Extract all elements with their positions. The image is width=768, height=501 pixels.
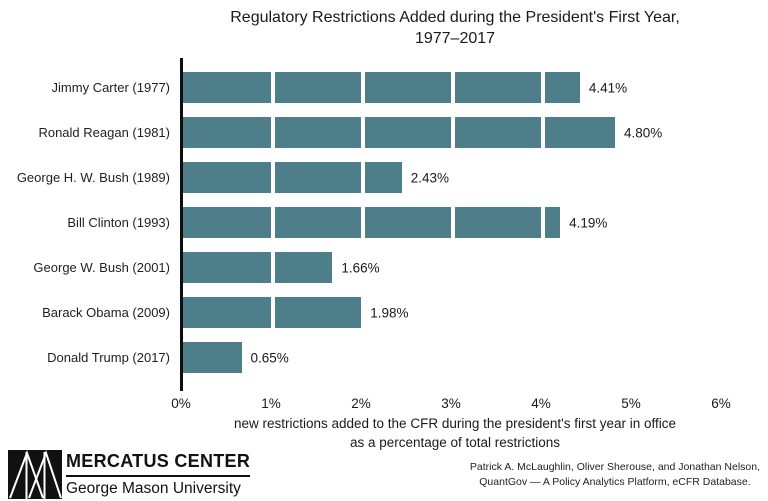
value-label: 4.41%: [588, 80, 628, 95]
category-label: Jimmy Carter (1977): [51, 80, 170, 95]
chart-row: Donald Trump (2017) 0.65%: [0, 335, 768, 380]
x-axis-caption: new restrictions added to the CFR during…: [150, 415, 760, 452]
x-tick-label: 0%: [171, 396, 191, 411]
value-label: 4.80%: [624, 125, 663, 140]
bar-segment-gap: [451, 72, 455, 103]
chart-title-line1: Regulatory Restrictions Added during the…: [230, 9, 680, 26]
x-tick-label: 5%: [621, 396, 641, 411]
category-label: George H. W. Bush (1989): [16, 170, 170, 185]
x-axis-caption-line1: new restrictions added to the CFR during…: [233, 416, 677, 431]
bar-segment-gap: [361, 72, 365, 103]
category-label: George W. Bush (2001): [33, 260, 170, 275]
bar-area: 1.66%: [183, 245, 768, 290]
x-tick-label: 4%: [531, 396, 551, 411]
bar: [183, 207, 561, 238]
bar-segment-gap: [271, 297, 275, 328]
chart-row: George W. Bush (2001) 1.66%: [0, 245, 768, 290]
bar-area: 0.65%: [183, 335, 768, 380]
value-label: 1.66%: [341, 260, 380, 275]
bar-segment-gap: [541, 207, 545, 238]
value-label: 2.43%: [410, 170, 449, 185]
footer-brand: MERCATUS CENTER George Mason University: [66, 451, 251, 498]
bar-area: 4.80%: [183, 110, 768, 155]
bar-area: 4.19%: [183, 200, 768, 245]
bar-segment-gap: [451, 117, 455, 148]
category-label: Donald Trump (2017): [47, 350, 170, 365]
bar-segment-gap: [271, 252, 275, 283]
x-axis-ticks: 0% 1% 2% 3% 4% 5% 6%: [171, 396, 731, 414]
chart-title-line2: 1977–2017: [414, 30, 496, 47]
bar: [183, 162, 402, 193]
x-tick-label: 1%: [261, 396, 281, 411]
bar: [183, 72, 580, 103]
bar-segment-gap: [451, 207, 455, 238]
chart-row: Bill Clinton (1993) 4.19%: [0, 200, 768, 245]
mercatus-logo-icon: [8, 450, 62, 501]
source-credit-line2: QuantGov — A Policy Analytics Platform, …: [479, 475, 751, 488]
category-label: Ronald Reagan (1981): [38, 125, 170, 140]
bar-segment-gap: [271, 162, 275, 193]
value-label: 4.19%: [569, 215, 608, 230]
bar: [183, 297, 362, 328]
bar-segment-gap: [271, 72, 275, 103]
bar-segment-gap: [271, 207, 275, 238]
x-axis-caption-line2: as a percentage of total restrictions: [349, 434, 561, 450]
bar: [183, 252, 333, 283]
chart-row: Ronald Reagan (1981) 4.80%: [0, 110, 768, 155]
chart-row: Jimmy Carter (1977) 4.41%: [0, 65, 768, 110]
bar-segment-gap: [541, 117, 545, 148]
bar-segment-gap: [361, 207, 365, 238]
chart-row: Barack Obama (2009) 1.98%: [0, 290, 768, 335]
brand-name: MERCATUS CENTER: [66, 451, 251, 477]
bar-segment-gap: [541, 72, 545, 103]
bar-segment-gap: [361, 117, 365, 148]
bar-segment-gap: [361, 162, 365, 193]
category-label: Bill Clinton (1993): [67, 215, 170, 230]
bar-area: 2.43%: [183, 155, 768, 200]
bar-area: 4.41%: [183, 65, 768, 110]
category-label: Barack Obama (2009): [42, 305, 170, 320]
y-axis-line: [180, 58, 183, 391]
bar-segment-gap: [271, 117, 275, 148]
x-tick-label: 3%: [441, 396, 461, 411]
source-credit: Patrick A. McLaughlin, Oliver Sherouse, …: [470, 460, 760, 489]
bar: [183, 117, 615, 148]
chart-rows: Jimmy Carter (1977) 4.41% Ronald Reagan (1…: [0, 65, 768, 380]
chart-row: George H. W. Bush (1989) 2.43%: [0, 155, 768, 200]
chart-title: Regulatory Restrictions Added during the…: [150, 7, 760, 49]
bar: [183, 342, 242, 373]
value-label: 0.65%: [250, 350, 289, 365]
source-credit-line1: Patrick A. McLaughlin, Oliver Sherouse, …: [469, 461, 760, 473]
x-tick-label: 6%: [711, 396, 731, 411]
bar-area: 1.98%: [183, 290, 768, 335]
brand-university: George Mason University: [66, 480, 241, 497]
x-tick-label: 2%: [351, 396, 371, 411]
value-label: 1.98%: [370, 305, 409, 320]
